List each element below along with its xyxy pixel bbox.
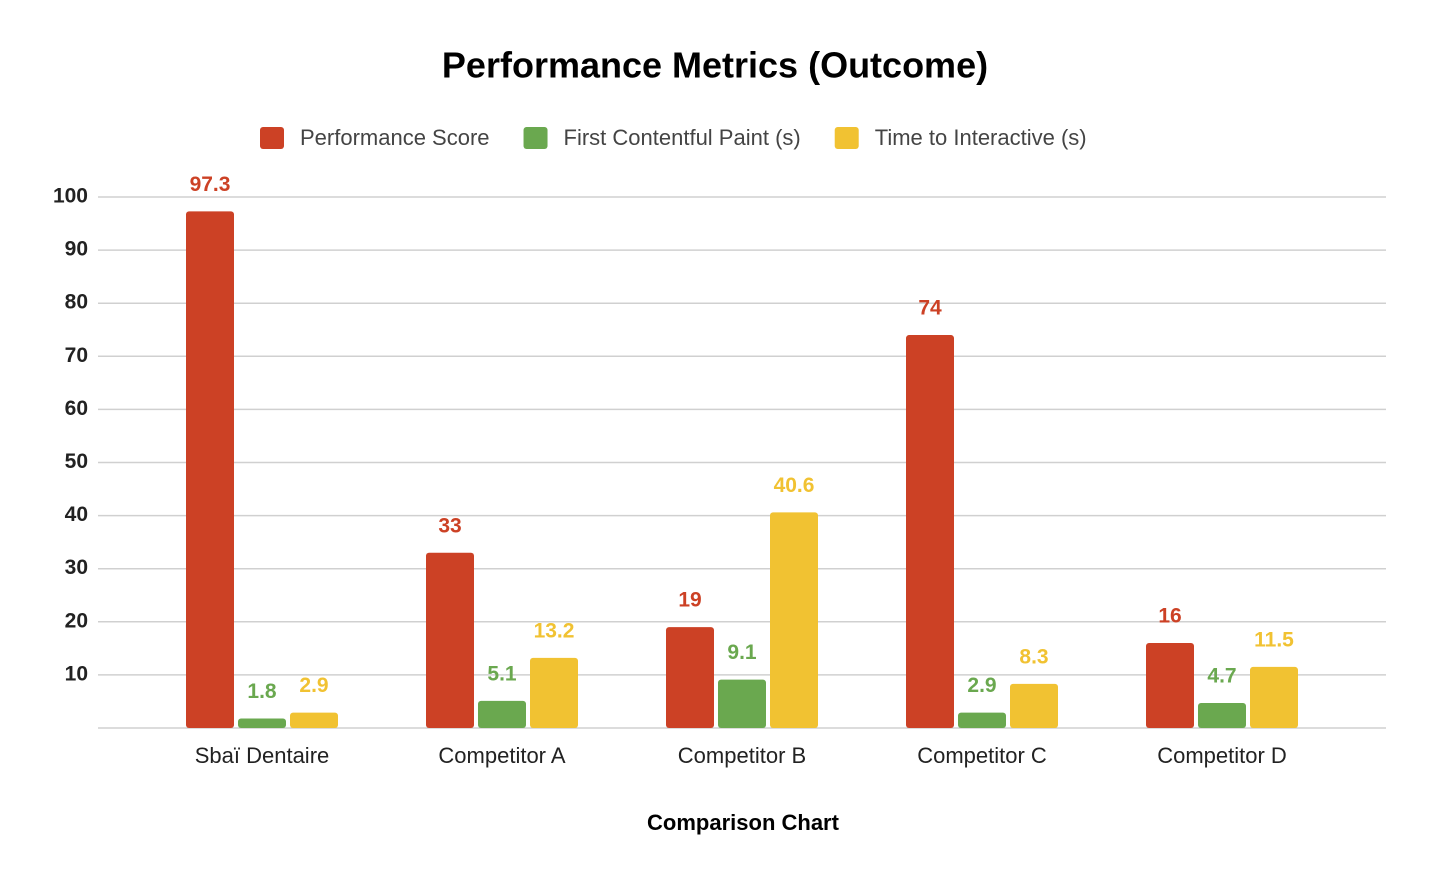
bar (770, 512, 818, 728)
y-tick-label: 50 (65, 450, 88, 473)
value-label: 2.9 (299, 674, 328, 697)
bar (718, 679, 766, 728)
legend-swatch (523, 127, 548, 149)
y-tick-label: 90 (65, 238, 88, 261)
bar (1250, 666, 1298, 728)
bar (290, 712, 338, 728)
bar (958, 712, 1006, 728)
value-label: 19 (678, 589, 701, 612)
x-tick-label: Competitor B (678, 743, 806, 768)
value-label: 33 (438, 514, 461, 537)
value-label: 4.7 (1207, 665, 1236, 688)
legend-swatch (260, 127, 284, 149)
legend-swatch (834, 127, 859, 149)
bar (1198, 703, 1246, 728)
legend-label: Time to Interactive (s) (875, 125, 1087, 150)
legend-label: Performance Score (300, 125, 490, 150)
x-tick-label: Competitor D (1157, 743, 1287, 768)
bar (238, 718, 286, 728)
value-label: 2.9 (967, 674, 996, 697)
value-label: 97.3 (190, 173, 231, 196)
chart-title: Performance Metrics (Outcome) (442, 45, 988, 86)
bar (186, 211, 234, 728)
value-label: 40.6 (774, 474, 815, 497)
y-tick-label: 10 (65, 662, 88, 685)
y-tick-label: 100 (53, 185, 88, 208)
bar (426, 552, 474, 728)
y-tick-label: 70 (65, 344, 88, 367)
y-tick-label: 60 (65, 397, 88, 420)
bar (1146, 643, 1194, 728)
bar (906, 335, 954, 728)
legend-label: First Contentful Paint (s) (564, 125, 801, 150)
x-tick-label: Competitor A (438, 743, 565, 768)
value-label: 5.1 (487, 662, 517, 685)
value-label: 74 (918, 297, 942, 320)
y-tick-label: 30 (65, 556, 88, 579)
value-label: 9.1 (727, 641, 757, 664)
y-tick-label: 20 (65, 609, 88, 632)
bar (666, 627, 714, 728)
x-axis-title: Comparison Chart (647, 810, 840, 835)
value-label: 13.2 (534, 619, 575, 642)
value-label: 16 (1158, 605, 1181, 628)
value-label: 8.3 (1019, 645, 1048, 668)
bar (1010, 683, 1058, 728)
x-tick-label: Competitor C (917, 743, 1047, 768)
y-tick-label: 40 (65, 503, 88, 526)
value-label: 1.8 (247, 680, 277, 703)
y-tick-label: 80 (65, 291, 88, 314)
x-tick-label: Sbaï Dentaire (195, 743, 330, 768)
bar (478, 700, 526, 728)
value-label: 11.5 (1254, 628, 1294, 651)
bar (530, 657, 578, 728)
